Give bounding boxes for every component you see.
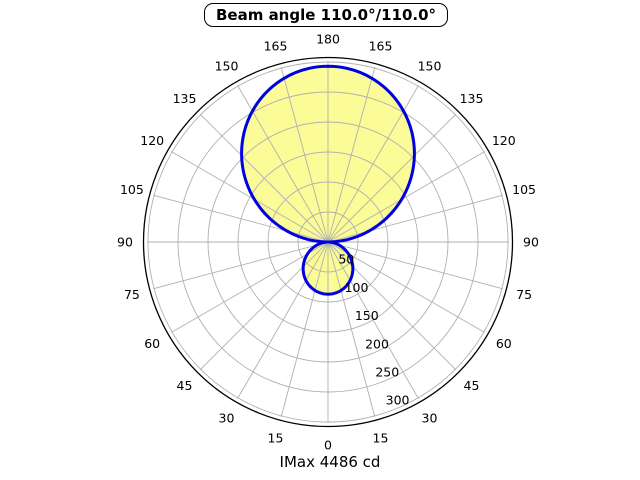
theta-tick-label: 150 [215,59,239,74]
r-tick-label: 200 [365,336,389,351]
beam-curve [240,64,416,296]
theta-tick-label: 60 [144,336,160,351]
grid-ray [199,241,329,371]
grid-ray [171,241,329,333]
theta-tick-label: 120 [492,133,516,148]
theta-tick-label: 45 [177,378,193,393]
theta-tick-label: 135 [173,91,197,106]
theta-tick-label: 30 [422,410,438,425]
theta-tick-label: 165 [369,38,393,53]
theta-tick-label: 150 [418,59,442,74]
theta-tick-label: 30 [219,410,235,425]
polar-spine [142,56,514,428]
theta-tick-label: 0 [324,438,332,453]
theta-tick-label: 75 [516,287,532,302]
theta-tick-label: 165 [264,38,288,53]
theta-tick-label: 90 [117,235,133,250]
theta-tick-label: 105 [120,182,144,197]
theta-tick-label: 180 [316,32,340,47]
r-tick-label: 150 [355,308,379,323]
r-tick-label: 50 [338,252,354,267]
r-tick-label: 100 [345,280,369,295]
grid-circle [147,61,509,423]
theta-tick-label: 135 [460,91,484,106]
r-tick-label: 300 [386,393,410,408]
theta-tick-label: 15 [373,431,389,446]
grid-circle [297,211,359,273]
chart-title: Beam angle 110.0°/110.0° [203,3,449,27]
r-tick-label: 250 [375,365,399,380]
grid-circle [237,151,419,333]
grid-circle [267,181,389,303]
theta-tick-label: 105 [512,182,536,197]
theta-tick-label: 60 [496,336,512,351]
imax-label: IMax 4486 cd [279,453,381,471]
theta-tick-label: 75 [124,287,140,302]
theta-tick-label: 15 [268,431,284,446]
theta-tick-label: 90 [523,235,539,250]
grid-circle [207,121,449,363]
grid-ray [237,241,329,399]
theta-tick-label: 120 [140,133,164,148]
grid-circle [177,91,479,393]
theta-tick-label: 45 [464,378,480,393]
